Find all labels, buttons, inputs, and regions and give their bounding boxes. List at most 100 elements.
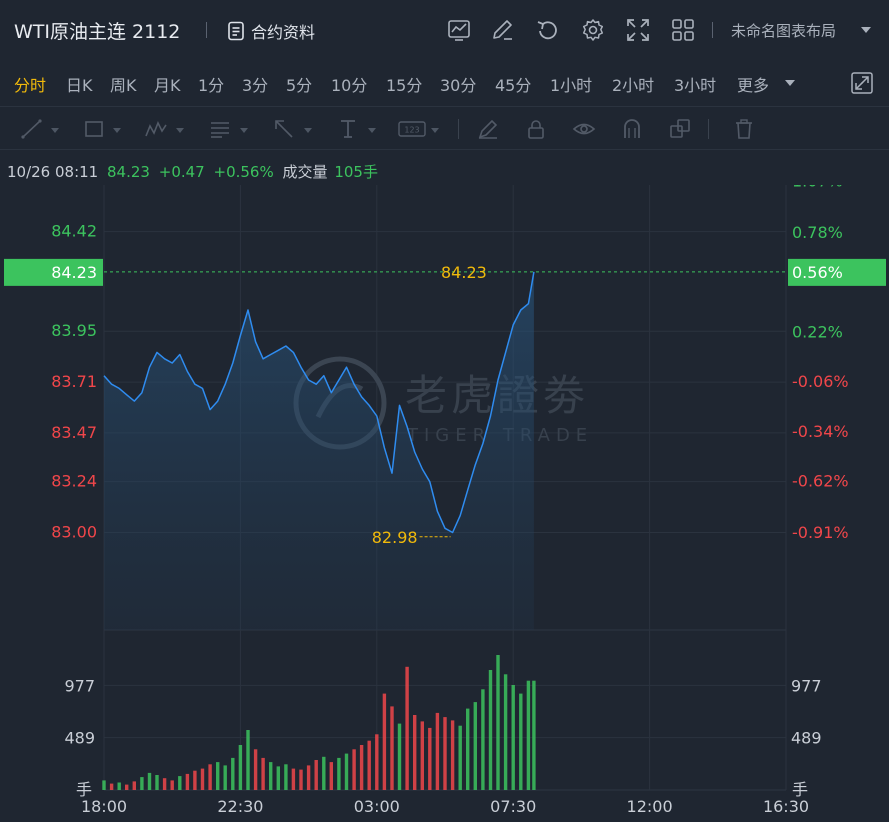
- current-percent-badge-text: 0.56%: [792, 263, 843, 282]
- x-tick-label: 12:00: [627, 797, 673, 816]
- rectangle-tool-icon[interactable]: [82, 117, 106, 141]
- x-tick-label: 16:30: [763, 797, 809, 816]
- volume-bar: [102, 780, 106, 790]
- header-divider: [712, 22, 713, 38]
- tab-daily-k[interactable]: 日K: [66, 76, 93, 95]
- timeframe-tabs: 分时 日K 周K 月K 1分 3分 5分 10分 15分 30分 45分 1小时…: [0, 62, 889, 104]
- volume-bar: [428, 727, 432, 790]
- current-price-label: 84.23: [441, 263, 487, 282]
- fibonacci-tool-icon[interactable]: [208, 117, 232, 141]
- drawing-toolbar: 123: [0, 106, 889, 150]
- volume-bar: [216, 762, 220, 790]
- tab-10min[interactable]: 10分: [331, 76, 368, 95]
- layers-icon[interactable]: [668, 117, 692, 141]
- x-tick-label: 03:00: [354, 797, 400, 816]
- volume-bar: [382, 693, 387, 790]
- current-price-badge-left: [4, 258, 103, 286]
- tab-monthly-k[interactable]: 月K: [154, 76, 181, 95]
- popout-icon[interactable]: [850, 71, 874, 95]
- tab-30min[interactable]: 30分: [440, 76, 477, 95]
- chevron-down-icon[interactable]: [240, 128, 248, 133]
- volume-bar: [276, 766, 280, 790]
- tab-1hour[interactable]: 1小时: [550, 76, 593, 95]
- volume-bar: [178, 776, 182, 790]
- volume-bar: [450, 720, 455, 790]
- fullscreen-expand-icon[interactable]: [625, 17, 651, 43]
- tab-5min[interactable]: 5分: [286, 76, 313, 95]
- volume-bar: [352, 749, 356, 790]
- tab-weekly-k[interactable]: 周K: [110, 76, 137, 95]
- lock-icon[interactable]: [524, 117, 548, 141]
- volume-tick-label-right: 977: [791, 676, 822, 695]
- chevron-down-icon[interactable]: [368, 128, 376, 133]
- line-tool-icon[interactable]: [20, 117, 44, 141]
- low-price-label: 82.98: [372, 528, 418, 547]
- eye-icon[interactable]: [572, 117, 596, 141]
- undo-icon[interactable]: [535, 17, 561, 43]
- chevron-down-icon[interactable]: [51, 128, 59, 133]
- chevron-down-icon[interactable]: [176, 128, 184, 133]
- x-tick-label: 07:30: [490, 797, 536, 816]
- volume-bar: [147, 772, 152, 790]
- tab-more[interactable]: 更多: [737, 76, 770, 95]
- trash-icon[interactable]: [732, 117, 756, 141]
- chart-axes: 84.42 83.95 83.71 83.47 83.24 83.00 1.07% 0.78%…: [4, 185, 886, 816]
- volume-bar: [466, 708, 470, 790]
- y-tick-label-percent: 1.07%: [792, 185, 843, 191]
- volume-bar: [231, 757, 235, 790]
- volume-bar: [413, 715, 417, 790]
- toolbar-divider: [458, 119, 459, 139]
- y-tick-label-price: 83.71: [51, 372, 97, 391]
- layout-name-dropdown[interactable]: 未命名图表布局: [731, 22, 837, 40]
- x-tick-label: 22:30: [217, 797, 263, 816]
- tab-45min[interactable]: 45分: [495, 76, 532, 95]
- volume-bar: [337, 757, 341, 790]
- volume-bar: [526, 680, 531, 790]
- price-label-tool-icon[interactable]: 123: [398, 117, 426, 141]
- chevron-down-icon[interactable]: [785, 80, 795, 86]
- brush-tool-icon[interactable]: [476, 117, 500, 141]
- volume-bar: [132, 781, 136, 790]
- volume-bar: [532, 680, 536, 790]
- chart-type-icon[interactable]: [446, 17, 472, 43]
- contract-info-button[interactable]: 合约资料: [227, 18, 315, 44]
- y-tick-label-percent: -0.34%: [792, 422, 849, 441]
- volume-bar: [253, 749, 258, 790]
- header-bar: WTI原油主连 2112 合约资料: [0, 0, 889, 60]
- wave-tool-icon[interactable]: [144, 117, 168, 141]
- chevron-down-icon[interactable]: [431, 128, 439, 133]
- edit-icon[interactable]: [490, 17, 516, 43]
- tab-3min[interactable]: 3分: [242, 76, 269, 95]
- tab-15min[interactable]: 15分: [386, 76, 423, 95]
- arrow-tool-icon[interactable]: [272, 117, 296, 141]
- y-tick-label-percent: -0.62%: [792, 472, 849, 491]
- tab-intraday[interactable]: 分时: [14, 76, 47, 95]
- tab-2hour[interactable]: 2小时: [612, 76, 655, 95]
- settings-icon[interactable]: [580, 17, 606, 43]
- volume-tick-label-right: 489: [791, 729, 822, 748]
- chevron-down-icon[interactable]: [304, 128, 312, 133]
- y-tick-label-price: 83.24: [51, 472, 97, 491]
- y-tick-label-price: 83.00: [51, 523, 97, 542]
- chevron-down-icon[interactable]: [861, 27, 871, 33]
- text-tool-icon[interactable]: [336, 117, 360, 141]
- volume-bar: [238, 745, 243, 790]
- magnet-icon[interactable]: [620, 117, 644, 141]
- chevron-down-icon[interactable]: [113, 128, 121, 133]
- x-tick-label: 18:00: [81, 797, 127, 816]
- grid-layout-icon[interactable]: [670, 17, 696, 43]
- toolbar-divider: [708, 119, 709, 139]
- tab-1min[interactable]: 1分: [198, 76, 225, 95]
- instrument-title[interactable]: WTI原油主连 2112: [14, 21, 181, 43]
- price-line[interactable]: [103, 271, 535, 534]
- volume-bar: [511, 685, 515, 790]
- y-tick-label-price: 84.42: [51, 222, 97, 241]
- y-tick-label-percent: 0.78%: [792, 223, 843, 242]
- tab-3hour[interactable]: 3小时: [674, 76, 717, 95]
- y-tick-label-percent: -0.91%: [792, 523, 849, 542]
- volume-bar: [125, 784, 129, 790]
- volume-label: 成交量: [282, 163, 328, 181]
- volume-unit-left: 手: [76, 780, 92, 799]
